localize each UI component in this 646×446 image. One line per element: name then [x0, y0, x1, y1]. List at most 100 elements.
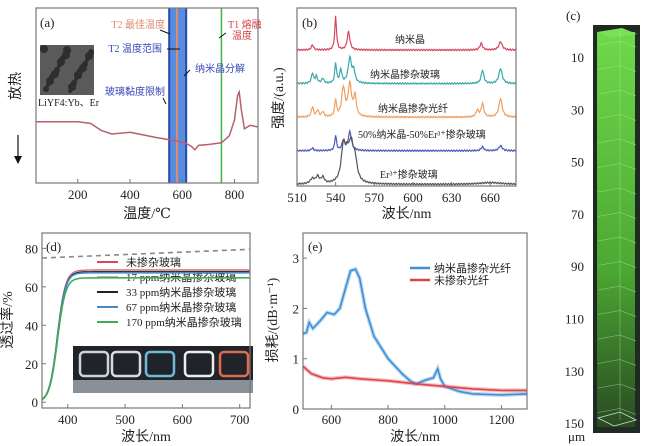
- y-tick-label: 0: [293, 402, 300, 417]
- y-tick-label: 1: [293, 352, 300, 367]
- y-tick-label: 3: [293, 251, 300, 266]
- y-tick-label: 60: [25, 280, 38, 295]
- legend-label: 纳米晶掺杂光纤: [434, 261, 511, 275]
- x-axis-label: 波长/nm: [390, 429, 440, 445]
- x-tick-label: 600: [403, 190, 423, 205]
- annotation-arrow: [162, 97, 167, 105]
- arrow-head-icon: [14, 156, 22, 164]
- panel-d-frame: [41, 232, 251, 409]
- annotation-arrow: [159, 29, 171, 35]
- panel-label: (a): [40, 15, 54, 30]
- scale-tick-label: 50: [571, 155, 584, 170]
- series-label: 纳米晶掺杂光纤: [378, 102, 448, 115]
- annotation-arrow: [183, 69, 191, 77]
- glass-sample: [78, 350, 110, 378]
- spectrum-line: [296, 128, 517, 153]
- x-axis-label: 波长/nm: [382, 206, 432, 222]
- series-label: 50%纳米晶-50%Er³⁺掺杂玻璃: [358, 128, 486, 141]
- inset-label: LiYF4:Yb、Er: [38, 98, 100, 109]
- annotation-arrow: [218, 32, 227, 39]
- scale-tick-label: 30: [571, 102, 584, 117]
- scale-tick-label: 90: [571, 259, 584, 274]
- transmission-line: [41, 269, 250, 401]
- transmission-line: [41, 272, 250, 401]
- fiber-column-image: [597, 32, 635, 427]
- glass-sample: [218, 350, 250, 378]
- nanocrystal-dot: [46, 83, 50, 87]
- column-top-face: [597, 28, 637, 38]
- loss-line: [302, 268, 528, 396]
- spectrum-line: [296, 135, 517, 186]
- nanocrystal-dot: [62, 51, 70, 59]
- y-axis-label: 透过率/%: [0, 291, 16, 349]
- y-tick-label: 40: [25, 318, 38, 333]
- y-tick-label: 2: [293, 301, 300, 316]
- x-tick-label: 1000: [432, 412, 458, 427]
- x-tick-label: 570: [365, 190, 385, 205]
- nanocrystal-dot: [43, 86, 49, 92]
- y-tick-label: 20: [25, 357, 38, 372]
- loss-band: [302, 266, 528, 397]
- scale-tick-label: 150: [565, 416, 585, 431]
- x-tick-label: 600: [322, 412, 342, 427]
- x-axis-label: 波长/nm: [121, 429, 171, 445]
- annotation-decomposition: 纳米晶分解: [195, 62, 245, 75]
- y-tick-label: 80: [25, 241, 38, 256]
- spectrum-line: [297, 15, 517, 52]
- series-label: 纳米晶掺杂玻璃: [370, 68, 440, 81]
- y-tick-label: 0: [32, 395, 39, 410]
- x-tick-label: 800: [378, 412, 398, 427]
- panel-label: (d): [46, 239, 61, 254]
- scale-unit-label: μm: [568, 429, 585, 444]
- column-bottom-face: [596, 411, 638, 427]
- loss-line: [302, 365, 527, 392]
- nanocrystal-dot: [76, 73, 82, 79]
- panel-label: (e): [308, 239, 322, 254]
- annotation-t1-melting-2: 温度: [232, 29, 252, 42]
- panel-label: (b): [302, 15, 317, 30]
- dsc-curve: [36, 89, 259, 151]
- panel-b-frame: [296, 7, 517, 187]
- scale-tick-label: 110: [565, 312, 584, 327]
- series-label: Er³⁺掺杂玻璃: [380, 168, 438, 181]
- x-tick-label: 800: [225, 187, 245, 202]
- y-axis-label: 放热: [8, 72, 24, 100]
- nanocrystal-dot: [51, 70, 59, 78]
- x-tick-label: 400: [120, 187, 140, 202]
- panel-a-frame: [35, 7, 259, 184]
- annotation-viscosity: 玻璃黏度限制: [105, 85, 165, 98]
- x-tick-label: 200: [68, 187, 88, 202]
- series-label: 纳米晶: [395, 33, 425, 46]
- x-tick-label: 500: [115, 412, 135, 427]
- legend-label: 未掺杂光纤: [434, 273, 489, 287]
- reference-dashed-line: [41, 248, 251, 259]
- transmission-line: [41, 277, 250, 401]
- panel-label: (c): [566, 8, 580, 23]
- legend-label: 67 ppm纳米晶掺杂玻璃: [126, 300, 236, 314]
- nanocrystal-dot: [68, 89, 72, 93]
- x-tick-label: 600: [173, 187, 193, 202]
- nanocrystal-dot: [40, 45, 48, 53]
- annotation-t1-melting: T1 熔融: [228, 18, 262, 31]
- annotation-t2-range: T2 温度范围: [108, 42, 162, 55]
- panel-e-frame: [302, 232, 528, 410]
- y-axis-label: 损耗/(dB·m⁻¹): [265, 277, 281, 362]
- x-tick-label: 540: [326, 190, 346, 205]
- nanocrystal-dot: [85, 58, 89, 62]
- annotation-t2-optimal: T2 最佳温度: [111, 18, 165, 31]
- scale-tick-label: 130: [565, 364, 585, 379]
- ruler: [73, 380, 253, 393]
- nanocrystal-dot: [57, 64, 61, 68]
- spectrum-line: [296, 80, 517, 119]
- nanocrystal-dot: [90, 51, 94, 55]
- legend-label: 33 ppm纳米晶掺杂玻璃: [126, 285, 236, 299]
- x-tick-label: 630: [442, 190, 462, 205]
- y-axis-label: 强度/(a.u.): [271, 67, 287, 129]
- x-tick-label: 510: [287, 190, 307, 205]
- x-tick-label: 700: [230, 412, 250, 427]
